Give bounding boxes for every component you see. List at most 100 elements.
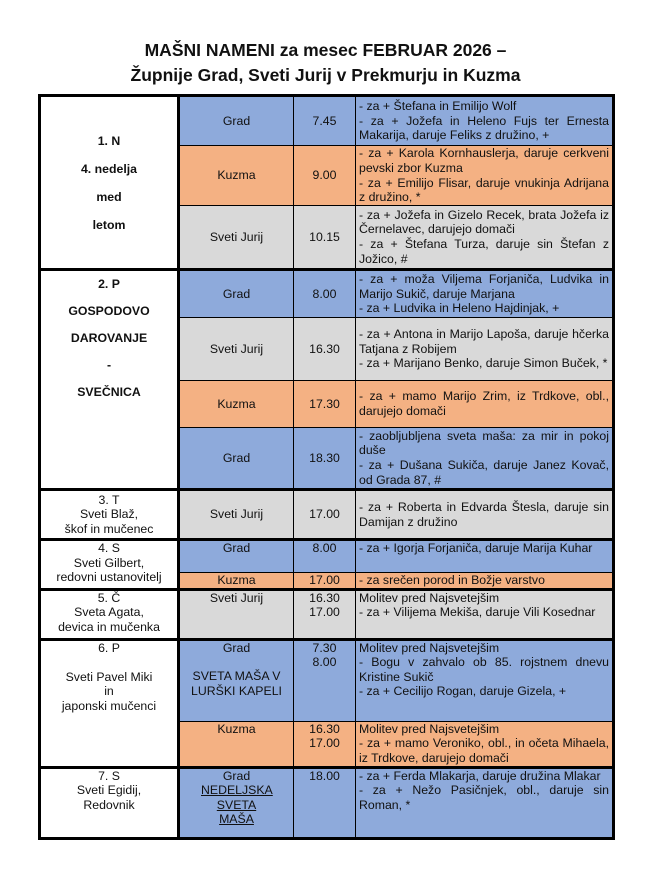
time-cell: 17.30 (293, 380, 356, 428)
mass-row: 5. Č Sveta Agata, devica in mučenka Sveti J… (39, 587, 614, 640)
time-cell: 17.00 (293, 488, 356, 540)
mass-time: 7.45 (312, 113, 337, 128)
mass-row: Grad 18.30 - zaobljubljena sveta maša: za … (40, 427, 614, 490)
time-cell: 18.30 (293, 427, 356, 490)
title-line-2: Župnije Grad, Sveti Jurij v Prekmurju in… (130, 65, 521, 85)
time-cell: 7.30 8.00 (293, 637, 356, 722)
day-label-line: Redovnik (83, 797, 135, 812)
time-cell: 8.00 (293, 268, 356, 318)
mass-row: Sveti Jurij 10.15 - za + Jožefa in Gizelo … (40, 205, 614, 270)
place-name: Grad (222, 541, 251, 555)
place-name: Grad (222, 640, 251, 655)
intention-cell: - za + Roberta in Edvarda Štesla, daruje… (355, 488, 614, 540)
place-name: Sveti Jurij (209, 590, 264, 605)
mass-row: 3. T Sveti Blaž, škof in mučenec Sveti Juri… (39, 488, 614, 540)
mass-row: 2. P GOSPODOVO DAROVANJE - SVEČNICA Grad 8.00 -… (39, 268, 614, 490)
day-label-line: GOSPODOVO (68, 304, 150, 318)
mass-time: 8.00 (312, 541, 337, 555)
mass-time: 17.00 (309, 507, 340, 522)
mass-time: 16.30 (309, 721, 340, 736)
day-cell: 6. P Sveti Pavel Miki in japonski mučenci (39, 637, 180, 768)
mass-intention: - za + Jožefa in Heleno Fujs ter Ernesta… (359, 113, 609, 143)
time-cell: 16.30 17.00 (293, 587, 356, 640)
time-cell: 17.00 (293, 572, 356, 590)
mass-row: 7. S Sveti Egidij, Redovnik Grad NEDELJSKA S… (39, 765, 614, 839)
place-name: Grad (222, 113, 251, 128)
place-cell: Kuzma (178, 720, 294, 768)
mass-intention: - za + Karola Kornhauslerja, daruje cerk… (359, 146, 609, 175)
mass-intention: - za + Igorja Forjaniča, daruje Marija K… (359, 541, 593, 555)
place-cell: Sveti Jurij (178, 587, 294, 640)
time-cell: 7.45 (293, 94, 356, 146)
mass-intention: Molitev pred Najsvetejšim (359, 590, 500, 605)
day-label-line: Sveta Agata, (74, 605, 144, 620)
mass-intention: Molitev pred Najsvetejšim (359, 721, 500, 736)
place-name: Grad (222, 450, 251, 465)
place-cell: Sveti Jurij (178, 317, 294, 381)
day-label-line: in (104, 684, 114, 699)
mass-intention: - za + Ferda Mlakarja, daruje družina Ml… (359, 768, 601, 783)
intention-cell: - za + Jožefa in Gizelo Recek, brata Jož… (355, 205, 614, 270)
intention-cell: - za + Ferda Mlakarja, daruje družina Ml… (355, 765, 614, 839)
day-label-line: škof in mučenec (64, 521, 154, 536)
mass-intention: - za + mamo Marijo Zrim, iz Trdkove, obl… (359, 389, 609, 418)
time-cell: 18.00 (293, 765, 356, 839)
mass-row: Sveti Jurij 16.30 - za + Antona in Marijo … (40, 317, 614, 381)
place-cell: Sveti Jurij (178, 488, 294, 540)
mass-row: Kuzma 17.00 - za srečen porod in Božje var… (40, 572, 614, 590)
mass-intention: - za srečen porod in Božje varstvo (359, 573, 545, 587)
intention-cell: - za + Antona in Marijo Lapoša, daruje h… (355, 317, 614, 381)
day-label-line: DAROVANJE (70, 331, 148, 345)
intention-cell: Molitev pred Najsvetejšim - Bogu v zahval… (355, 637, 614, 722)
place-cell: Kuzma (178, 145, 294, 206)
place-cell: Kuzma (178, 380, 294, 428)
mass-intention: - za + Štefana in Emilijo Wolf (359, 99, 517, 114)
intention-cell: - zaobljubljena sveta maša: za mir in po… (355, 427, 614, 490)
day-label-line: letom (92, 217, 126, 232)
mass-intention: - za + Marijano Benko, daruje Simon Buče… (359, 356, 608, 371)
intention-cell: Molitev pred Najsvetejšim - za + mamo Ver… (355, 720, 614, 768)
mass-intention: - za + Roberta in Edvarda Štesla, daruje… (359, 499, 609, 529)
place-cell: Grad NEDELJSKA SVETA MAŠA (178, 765, 294, 839)
day-label-line: 4. nedelja (80, 161, 138, 176)
mass-intention: - za + Antona in Marijo Lapoša, daruje h… (359, 327, 609, 356)
mass-intention: - za + Nežo Pasičnjek, obl., daruje sin … (359, 783, 609, 812)
time-cell: 16.30 17.00 (293, 720, 356, 768)
place-name: Kuzma (217, 168, 256, 183)
day-label-line: redovni ustanovitelj (56, 570, 162, 585)
place-name: Kuzma (217, 573, 256, 587)
intention-cell: - za + mamo Marijo Zrim, iz Trdkove, obl… (355, 380, 614, 428)
place-note: NEDELJSKA SVETA MAŠA (201, 783, 273, 827)
mass-intention: - za + moža Viljema Forjaniča, Ludvika i… (359, 272, 609, 301)
place-name: Kuzma (217, 721, 256, 736)
time-cell: 16.30 (293, 317, 356, 381)
intention-cell: - za + moža Viljema Forjaniča, Ludvika i… (355, 268, 614, 318)
day-label-line: devica in mučenka (58, 619, 160, 634)
mass-time: 8.00 (312, 286, 337, 301)
mass-time: 16.30 (309, 590, 340, 605)
day-label-line: 1. N (97, 133, 121, 148)
mass-row: Kuzma 17.30 - za + mamo Marijo Zrim, iz Tr… (40, 380, 614, 428)
mass-row: 4. S Sveti Gilbert, redovni ustanovitelj Gr… (39, 538, 614, 590)
intention-cell: - za + Štefana in Emilijo Wolf - za + Jož… (355, 94, 614, 146)
day-cell: 2. P GOSPODOVO DAROVANJE - SVEČNICA (39, 268, 180, 490)
mass-time: 8.00 (312, 655, 337, 670)
day-label-line: Sveti Blaž, (79, 507, 139, 522)
place-name: Sveti Jurij (209, 507, 264, 522)
mass-time: 18.30 (309, 450, 340, 465)
day-label-line: Sveti Gilbert, (73, 555, 145, 570)
place-cell: Grad (178, 538, 294, 573)
day-label-line: 2. P (98, 277, 120, 291)
mass-intention: Molitev pred Najsvetejšim (359, 640, 500, 655)
page-title: MAŠNI NAMENI za mesec FEBRUAR 2026 – Žup… (0, 38, 651, 88)
title-line-1: MAŠNI NAMENI za mesec FEBRUAR 2026 – (144, 40, 507, 60)
place-cell: Grad (178, 94, 294, 146)
place-cell: Grad SVETA MAŠA V LURŠKI KAPELI (178, 637, 294, 722)
day-label-line: 3. T (98, 492, 120, 507)
mass-intention: - za + Ludvika in Heleno Hajdinjak, + (359, 301, 560, 316)
place-cell: Sveti Jurij (178, 205, 294, 270)
day-label-line: 5. Č (97, 590, 121, 605)
place-name: Grad (222, 286, 251, 301)
place-cell: Grad (178, 427, 294, 490)
day-label-line: 4. S (98, 541, 120, 555)
